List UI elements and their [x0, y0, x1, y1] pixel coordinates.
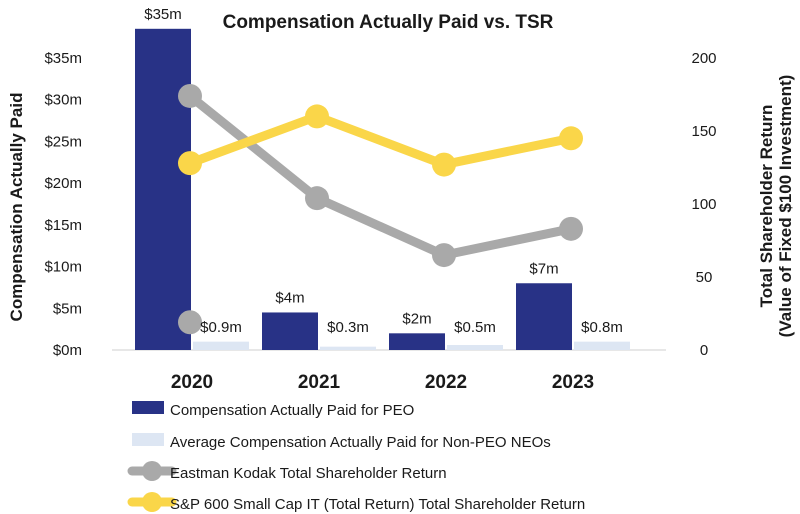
sp600-tsr-line [185, 111, 576, 170]
sp600-tsr-point [432, 152, 456, 177]
legend-swatch-neo [132, 433, 164, 446]
category-label: 2023 [552, 372, 594, 393]
neo-cap-bar [447, 344, 503, 350]
sp600-tsr-point [178, 151, 202, 176]
peo-cap-bar [135, 28, 191, 351]
neo-data-label: $0.8m [581, 319, 623, 336]
left-tick-label: $0m [53, 342, 82, 359]
right-tick-label: 150 [691, 123, 716, 140]
kodak-tsr-point [178, 83, 202, 108]
legend-marker-sp600 [142, 492, 162, 512]
legend-swatch-peo [132, 401, 164, 414]
legend-label-peo: Compensation Actually Paid for PEO [170, 402, 414, 419]
left-tick-label: $15m [44, 217, 82, 234]
category-label: 2021 [298, 372, 341, 393]
peo-cap-bar [389, 333, 445, 350]
left-tick-label: $35m [44, 50, 82, 67]
neo-data-label: $0.9m [200, 319, 242, 336]
peo-data-label: $2m [402, 310, 431, 327]
line-group [178, 83, 583, 335]
peo-cap-bar [516, 283, 572, 350]
peo-data-label: $4m [275, 289, 304, 306]
left-tick-label: $30m [44, 92, 82, 109]
legend-marker-kodak [142, 461, 162, 481]
category-label: 2022 [425, 372, 467, 393]
neo-data-label: $0.5m [454, 319, 496, 336]
peo-data-label: $35m [144, 6, 182, 23]
kodak-tsr-point [305, 186, 329, 211]
sp600-tsr-point [559, 126, 583, 151]
right-tick-label: 200 [691, 50, 716, 67]
neo-cap-bar [320, 346, 376, 350]
neo-cap-bar [574, 341, 630, 350]
right-tick-label: 100 [691, 196, 716, 213]
right-axis: 0 50 100 150 200 [691, 50, 716, 359]
category-label: 2020 [171, 372, 213, 393]
sp600-tsr-point [305, 104, 329, 129]
legend-label-sp600: S&P 600 Small Cap IT (Total Return) Tota… [170, 496, 585, 513]
right-tick-label: 0 [700, 342, 708, 359]
legend-label-kodak: Eastman Kodak Total Shareholder Return [170, 465, 447, 482]
neo-cap-bar [193, 341, 249, 350]
left-axis: $0m $5m $10m $15m $20m $25m $30m $35m [44, 50, 82, 359]
peo-data-label: $7m [529, 260, 558, 277]
right-tick-label: 50 [696, 269, 713, 286]
neo-data-label: $0.3m [327, 319, 369, 336]
kodak-tsr-point [559, 216, 583, 241]
category-axis: 2020 2021 2022 2023 [171, 372, 594, 393]
left-tick-label: $20m [44, 175, 82, 192]
legend-label-neo: Average Compensation Actually Paid for N… [170, 434, 551, 451]
kodak-tsr-point [432, 243, 456, 268]
legend: Compensation Actually Paid for PEO Averag… [127, 401, 585, 513]
peo-cap-bar [262, 312, 318, 350]
left-axis-title: Compensation Actually Paid [7, 93, 26, 322]
data-labels: $35m $0.9m $4m $0.3m $2m $0.5m $7m $0.8m [144, 6, 623, 336]
left-tick-label: $5m [53, 300, 82, 317]
left-tick-label: $25m [44, 133, 82, 150]
bar-group [135, 28, 630, 351]
kodak-tsr-line [185, 91, 576, 260]
chart-title: Compensation Actually Paid vs. TSR [223, 12, 554, 33]
left-tick-label: $10m [44, 259, 82, 276]
kodak-tsr-extra-point [178, 310, 202, 335]
right-axis-title-line1: Total Shareholder Return [757, 105, 776, 308]
right-axis-title-line2: (Value of Fixed $100 Investment) [776, 75, 795, 338]
